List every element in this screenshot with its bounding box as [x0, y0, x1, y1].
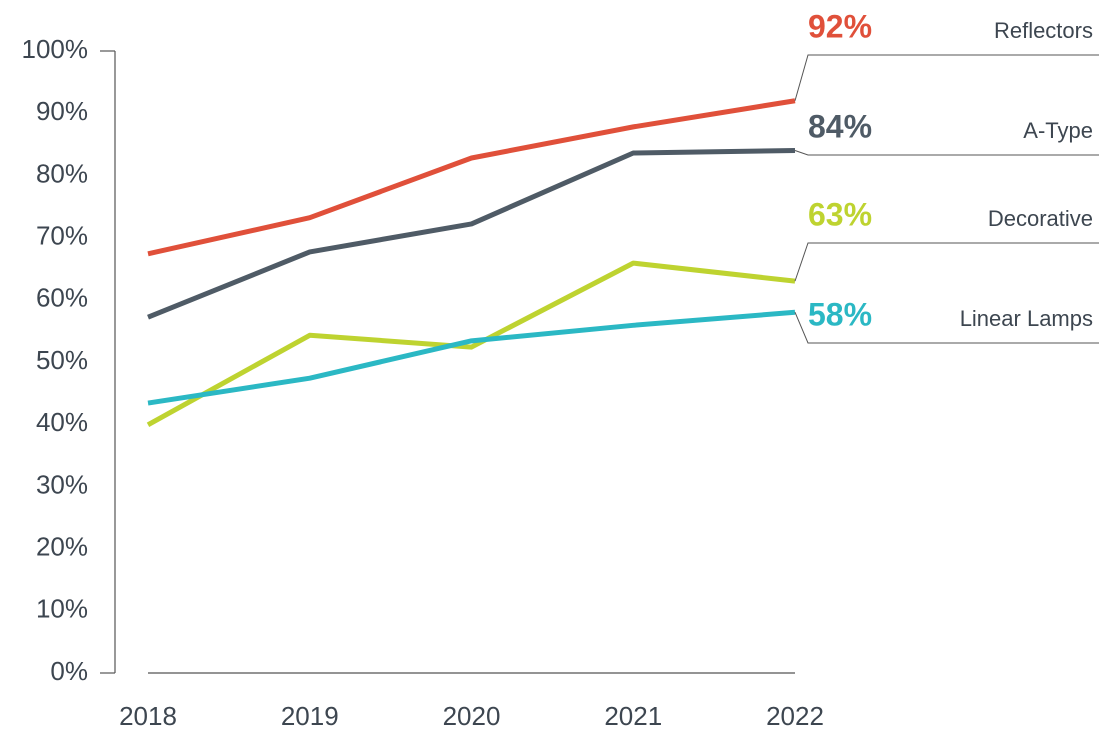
- y-tick-label: 90%: [36, 96, 88, 126]
- y-tick-label: 10%: [36, 594, 88, 624]
- y-tick-label: 40%: [36, 407, 88, 437]
- legend-label: Reflectors: [994, 18, 1093, 43]
- x-tick-label: 2021: [604, 701, 662, 731]
- series-line: [147, 148, 796, 320]
- legend-label: A-Type: [1023, 118, 1093, 143]
- leader-line: [794, 54, 1099, 101]
- end-value-label: 92%: [808, 8, 872, 44]
- y-tick-label: 50%: [36, 345, 88, 375]
- end-value-label: 63%: [808, 196, 872, 232]
- series-line: [147, 309, 796, 406]
- series-line: [147, 98, 796, 257]
- y-tick-label: 0%: [50, 656, 88, 686]
- y-tick-label: 70%: [36, 220, 88, 250]
- y-tick-label: 30%: [36, 469, 88, 499]
- end-value-label: 58%: [808, 296, 872, 332]
- series-line: [146, 260, 796, 428]
- x-tick-label: 2020: [443, 701, 501, 731]
- legend-label: Linear Lamps: [960, 306, 1093, 331]
- x-tick-label: 2018: [119, 701, 177, 731]
- legend-label: Decorative: [988, 206, 1093, 231]
- x-tick-label: 2019: [281, 701, 339, 731]
- leader-line: [794, 242, 1099, 282]
- x-tick-label: 2022: [766, 701, 824, 731]
- leader-line: [794, 150, 1099, 156]
- end-value-label: 84%: [808, 108, 872, 144]
- y-tick-label: 100%: [22, 34, 89, 64]
- y-tick-label: 80%: [36, 158, 88, 188]
- y-tick-label: 20%: [36, 531, 88, 561]
- y-tick-label: 60%: [36, 283, 88, 313]
- leader-line: [794, 312, 1099, 344]
